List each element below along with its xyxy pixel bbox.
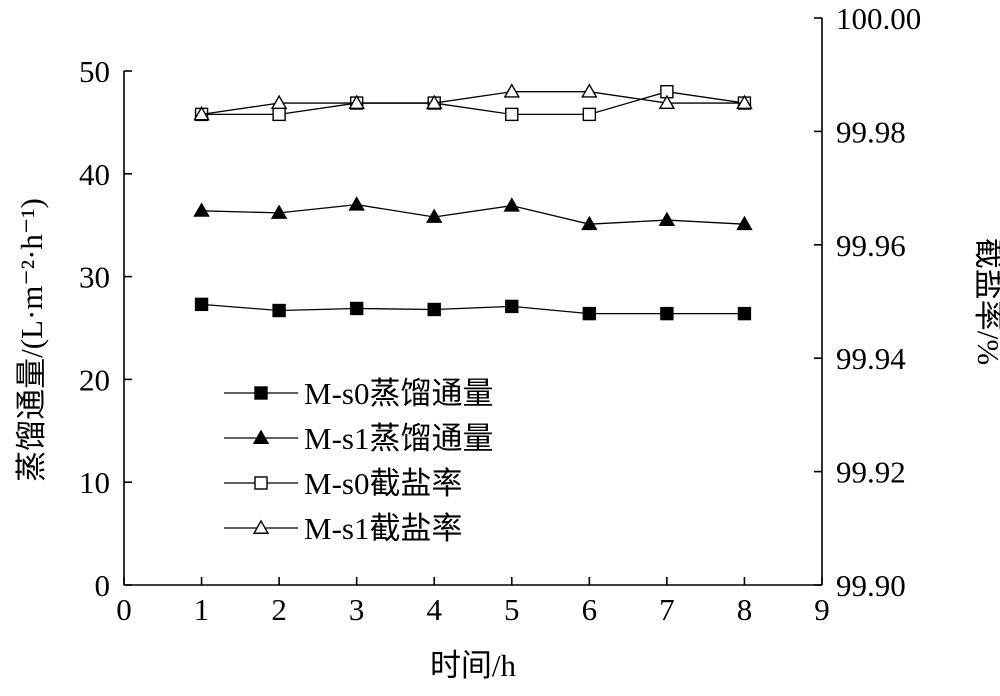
series-1 — [194, 297, 752, 321]
data-point — [348, 196, 365, 211]
data-point — [581, 83, 598, 98]
legend-label: M-s1蒸馏通量 — [304, 421, 493, 456]
series-line — [201, 91, 745, 116]
legend-marker — [254, 476, 268, 490]
x-tick-label: 2 — [271, 592, 287, 627]
legend-item: M-s1蒸馏通量 — [224, 421, 493, 456]
x-tick-label: 9 — [814, 592, 830, 627]
x-tick-label: 6 — [582, 592, 598, 627]
data-point — [270, 94, 288, 110]
data-point — [194, 297, 209, 312]
axes — [123, 17, 823, 586]
right-y-axis-title: 截盐率/% — [971, 238, 1000, 365]
data-point — [660, 306, 674, 321]
data-point — [582, 306, 597, 321]
x-tick-label: 4 — [426, 592, 442, 627]
legend-item: M-s0蒸馏通量 — [224, 376, 493, 411]
data-point — [272, 303, 286, 318]
left-y-tick-label: 20 — [79, 362, 110, 397]
x-axis-title: 时间/h — [430, 648, 517, 683]
tick-labels: 0 1 2 3 4 5 6 7 8 9 0 10 20 30 40 50 99.90 99.92 99.94 99.9… — [79, 1, 921, 627]
data-point — [736, 94, 753, 110]
left-y-tick-label: 10 — [79, 465, 110, 500]
data-point — [658, 211, 676, 227]
x-tick-label: 7 — [659, 592, 675, 627]
right-y-tick-label: 100.00 — [836, 1, 921, 36]
left-y-tick-label: 50 — [79, 54, 110, 89]
x-tick-label: 1 — [194, 592, 210, 627]
left-y-tick-label: 40 — [79, 157, 110, 192]
data-point — [737, 306, 752, 321]
data-point — [736, 215, 753, 231]
series-4 — [193, 83, 753, 121]
x-tick-label: 5 — [504, 592, 520, 627]
left-y-tick-label: 0 — [95, 568, 111, 603]
legend-label: M-s0截盐率 — [304, 466, 462, 501]
data-point — [426, 208, 443, 223]
data-point — [426, 94, 443, 110]
data-point — [193, 202, 210, 217]
legend-item: M-s0截盐率 — [224, 466, 462, 501]
legend-marker — [254, 386, 268, 400]
data-point — [348, 94, 365, 110]
data-point — [582, 107, 597, 122]
series-line — [201, 203, 745, 225]
series-2 — [193, 196, 753, 231]
left-y-axis-title: 蒸馏通量/(L·m⁻²·h⁻¹) — [14, 198, 49, 482]
x-tick-label: 0 — [116, 592, 132, 627]
left-y-tick-label: 30 — [79, 260, 110, 295]
data-point — [193, 105, 210, 121]
series-layer — [193, 83, 753, 321]
legend-item: M-s1截盐率 — [224, 511, 462, 546]
legend-label: M-s1截盐率 — [304, 511, 462, 546]
data-point — [505, 299, 519, 314]
legend: M-s0蒸馏通量 M-s1蒸馏通量 M-s0截盐率 M-s1截盐率 — [224, 376, 493, 546]
right-y-tick-label: 99.90 — [836, 568, 906, 603]
series-line — [201, 91, 745, 116]
data-point — [581, 215, 598, 231]
right-y-tick-label: 99.92 — [836, 455, 906, 490]
data-point — [503, 83, 520, 98]
legend-marker — [252, 519, 270, 534]
data-point — [349, 301, 364, 316]
right-y-tick-label: 99.96 — [836, 228, 906, 263]
right-y-tick-label: 99.98 — [836, 114, 906, 149]
series-line — [201, 303, 745, 315]
legend-marker — [252, 429, 270, 444]
data-point — [658, 94, 676, 110]
data-point — [272, 107, 286, 122]
data-point — [505, 107, 519, 122]
x-tick-label: 3 — [349, 592, 365, 627]
data-point — [270, 204, 288, 219]
data-point — [427, 302, 441, 317]
data-point — [503, 197, 520, 212]
right-y-tick-label: 99.94 — [836, 341, 906, 376]
legend-label: M-s0蒸馏通量 — [304, 376, 493, 411]
x-tick-label: 8 — [737, 592, 753, 627]
